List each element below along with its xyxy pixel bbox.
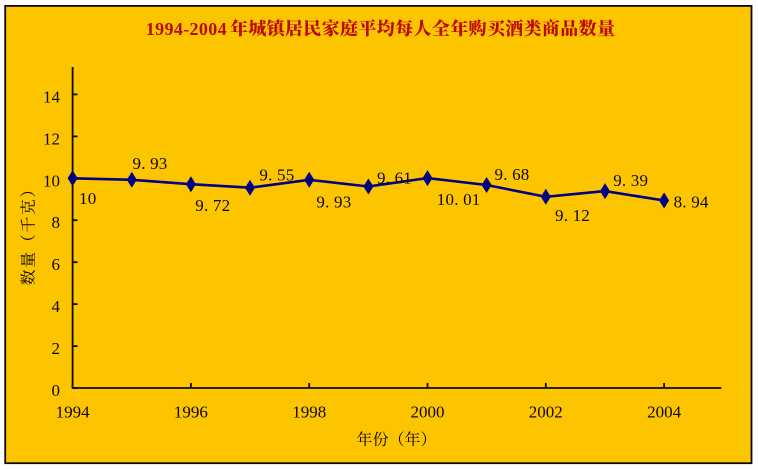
svg-text:1998: 1998 <box>292 403 326 422</box>
svg-text:6: 6 <box>52 255 61 274</box>
svg-text:8. 94: 8. 94 <box>674 193 709 212</box>
svg-text:10: 10 <box>79 189 96 208</box>
svg-text:10: 10 <box>43 171 60 190</box>
svg-text:2: 2 <box>52 339 61 358</box>
svg-text:12: 12 <box>43 129 60 148</box>
svg-text:10. 01: 10. 01 <box>437 190 481 209</box>
svg-text:9. 93: 9. 93 <box>133 154 168 173</box>
svg-text:1996: 1996 <box>174 403 208 422</box>
svg-text:0: 0 <box>52 381 61 400</box>
svg-text:1994-2004: 1994-2004 <box>146 19 227 39</box>
svg-text:14: 14 <box>43 87 61 106</box>
svg-text:2002: 2002 <box>529 403 563 422</box>
svg-text:9. 61: 9. 61 <box>377 169 412 188</box>
svg-text:1994: 1994 <box>56 403 91 422</box>
svg-text:4: 4 <box>52 297 61 316</box>
svg-text:8: 8 <box>52 213 61 232</box>
svg-text:9. 72: 9. 72 <box>195 196 230 215</box>
svg-text:9. 55: 9. 55 <box>259 165 294 184</box>
svg-text:2004: 2004 <box>647 403 682 422</box>
svg-text:9. 68: 9. 68 <box>495 165 530 184</box>
svg-text:9. 39: 9. 39 <box>613 171 648 190</box>
svg-text:9. 93: 9. 93 <box>316 192 351 211</box>
svg-text:2000: 2000 <box>411 403 445 422</box>
svg-text:9. 12: 9. 12 <box>555 206 590 225</box>
